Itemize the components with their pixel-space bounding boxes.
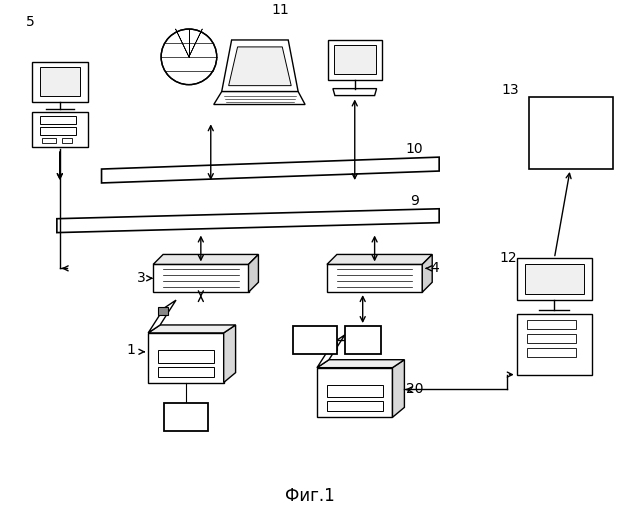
Polygon shape <box>102 157 439 183</box>
Text: 1: 1 <box>127 343 136 357</box>
Polygon shape <box>529 97 613 169</box>
Text: 9: 9 <box>410 194 419 208</box>
Polygon shape <box>148 325 236 333</box>
Polygon shape <box>158 307 168 315</box>
Polygon shape <box>327 385 383 398</box>
Text: 12: 12 <box>500 251 518 265</box>
Text: 2: 2 <box>358 333 367 347</box>
Text: 4: 4 <box>430 262 438 276</box>
Text: 50: 50 <box>307 333 324 347</box>
Polygon shape <box>40 67 80 96</box>
Polygon shape <box>317 360 404 368</box>
Text: 3: 3 <box>137 271 146 285</box>
Circle shape <box>161 29 217 85</box>
Polygon shape <box>153 254 259 264</box>
Polygon shape <box>223 325 236 383</box>
Polygon shape <box>328 40 381 80</box>
Polygon shape <box>40 127 76 135</box>
Text: 50: 50 <box>177 410 195 424</box>
Polygon shape <box>153 264 248 292</box>
Polygon shape <box>327 264 422 292</box>
Polygon shape <box>317 368 392 417</box>
Polygon shape <box>392 360 404 417</box>
Polygon shape <box>527 348 576 357</box>
Polygon shape <box>327 342 337 350</box>
Polygon shape <box>317 335 345 368</box>
Polygon shape <box>345 326 381 354</box>
Polygon shape <box>516 314 592 375</box>
Polygon shape <box>334 45 376 74</box>
Polygon shape <box>164 403 208 431</box>
Polygon shape <box>148 300 176 333</box>
Text: 5: 5 <box>26 15 35 29</box>
Polygon shape <box>527 320 576 329</box>
Polygon shape <box>40 116 76 125</box>
Text: 20: 20 <box>406 383 423 397</box>
Polygon shape <box>42 138 56 143</box>
Polygon shape <box>228 47 291 86</box>
Polygon shape <box>158 367 214 376</box>
Polygon shape <box>221 40 298 92</box>
Polygon shape <box>248 254 259 292</box>
Polygon shape <box>527 334 576 343</box>
Polygon shape <box>293 326 337 354</box>
Polygon shape <box>57 209 439 233</box>
Text: 13: 13 <box>502 83 520 97</box>
Polygon shape <box>422 254 432 292</box>
Polygon shape <box>32 62 88 101</box>
Polygon shape <box>327 401 383 412</box>
Polygon shape <box>327 254 432 264</box>
Text: 10: 10 <box>406 142 423 156</box>
Polygon shape <box>516 258 592 300</box>
Text: 11: 11 <box>271 3 289 17</box>
Polygon shape <box>148 333 223 383</box>
Polygon shape <box>62 138 72 143</box>
Polygon shape <box>158 350 214 363</box>
Text: Фиг.1: Фиг.1 <box>285 486 335 505</box>
Polygon shape <box>214 92 305 104</box>
Polygon shape <box>32 113 88 147</box>
Polygon shape <box>333 88 376 96</box>
Polygon shape <box>525 264 584 294</box>
